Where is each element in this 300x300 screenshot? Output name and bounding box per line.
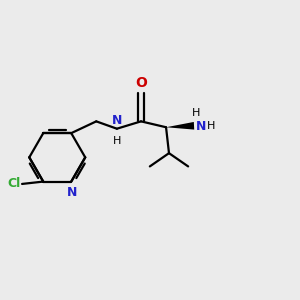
Text: H: H <box>113 136 121 146</box>
Text: N: N <box>67 186 77 199</box>
Text: N: N <box>196 120 206 133</box>
Text: O: O <box>135 76 147 90</box>
Text: Cl: Cl <box>7 177 21 190</box>
Text: H: H <box>206 122 215 131</box>
Polygon shape <box>166 122 194 130</box>
Text: H: H <box>192 108 200 118</box>
Text: N: N <box>112 114 122 127</box>
